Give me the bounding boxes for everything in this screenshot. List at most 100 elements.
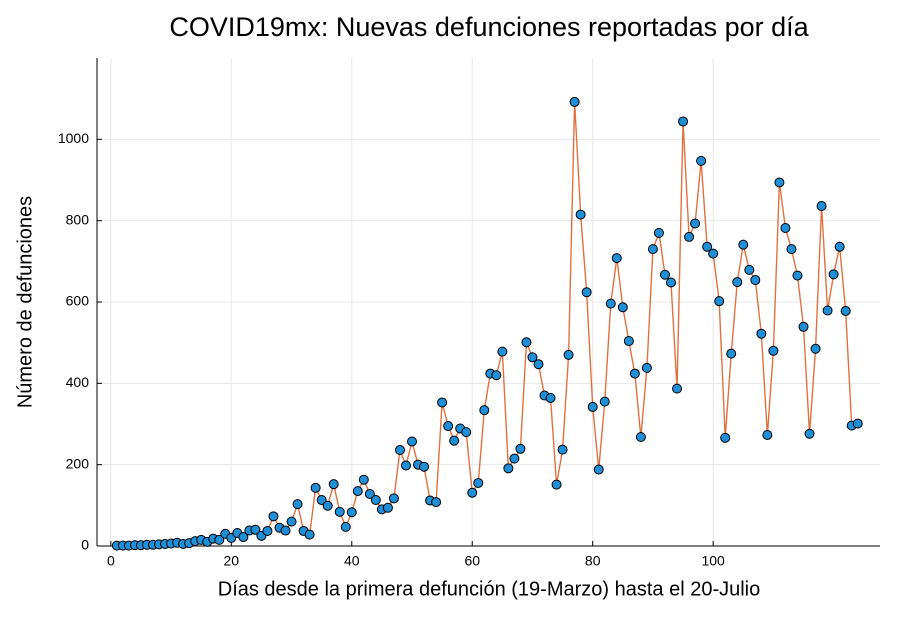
data-point [665,277,676,288]
data-point [461,427,472,438]
data-point [792,270,803,281]
data-line [116,101,858,547]
data-point [822,305,833,316]
data-point [358,474,369,485]
y-tick-label: 200 [66,455,90,471]
data-point [479,405,490,416]
data-point [262,525,273,536]
y-axis-label: Número de defunciones [14,196,36,408]
data-point [756,328,767,339]
data-point [491,370,502,381]
data-point [449,435,460,446]
data-point [467,487,478,498]
data-point [678,116,689,127]
data-point [629,368,640,379]
data-point [684,231,695,242]
data-point [696,155,707,166]
data-point [798,321,809,332]
x-tick-label: 20 [224,553,240,569]
data-point [834,241,845,252]
data-point [527,352,538,363]
data-point [804,428,815,439]
data-point [304,529,315,540]
data-point [328,479,339,490]
x-axis-label: Días desde la primera defunción (19-Marz… [218,578,761,600]
data-point [431,497,442,508]
data-point [551,479,562,490]
data-point [515,443,526,454]
y-tick-label: 600 [66,293,90,309]
data-point [623,336,634,347]
data-point [214,534,225,545]
data-point [370,495,381,506]
x-tick-label: 40 [344,553,360,569]
x-tick-label: 0 [107,553,115,569]
data-point [708,248,719,259]
data-point [720,432,731,443]
x-tick-label: 100 [701,553,725,569]
data-point [322,500,333,511]
data-point [503,463,514,474]
data-point [280,525,291,536]
x-tick-label: 60 [464,553,480,569]
data-point [659,269,670,280]
data-point [635,432,646,443]
data-point [334,506,345,517]
data-point [762,429,773,440]
y-tick-label: 400 [66,374,90,390]
data-point [407,436,418,447]
data-point [690,218,701,229]
data-point [587,401,598,412]
data-point [388,493,399,504]
data-point [810,343,821,354]
data-point [533,359,544,370]
data-point [852,418,863,429]
y-tick-label: 800 [66,211,90,227]
data-point [268,511,279,522]
data-point [292,499,303,510]
data-point [400,460,411,471]
data-point [557,444,568,455]
data-point [744,264,755,275]
data-point [647,244,658,255]
data-point [750,275,761,286]
data-point [828,269,839,280]
data-point [641,362,652,373]
data-point [780,222,791,233]
chart-title: COVID19mx: Nuevas defunciones reportadas… [169,12,809,42]
data-point [443,421,454,432]
data-point [346,507,357,518]
data-point [786,244,797,255]
data-point [437,397,448,408]
data-point [653,227,664,238]
data-point [768,345,779,356]
y-tick-label: 1000 [58,130,89,146]
data-point [497,346,508,357]
data-point [509,453,520,464]
data-point [593,464,604,475]
data-point [545,392,556,403]
data-point [581,287,592,298]
data-point [702,241,713,252]
data-point [286,516,297,527]
data-point [599,396,610,407]
data-point [473,477,484,488]
data-point [316,495,327,506]
data-point [419,461,430,472]
x-tick-label: 80 [585,553,601,569]
data-point [569,96,580,107]
data-point [611,253,622,264]
data-point [340,521,351,532]
data-point [575,209,586,220]
data-point [732,277,743,288]
data-point [714,296,725,307]
data-point [738,239,749,250]
data-point [364,488,375,499]
data-point [382,502,393,513]
data-point [672,383,683,394]
data-point [238,532,249,543]
data-point [563,349,574,360]
data-point [394,445,405,456]
data-point [605,298,616,309]
